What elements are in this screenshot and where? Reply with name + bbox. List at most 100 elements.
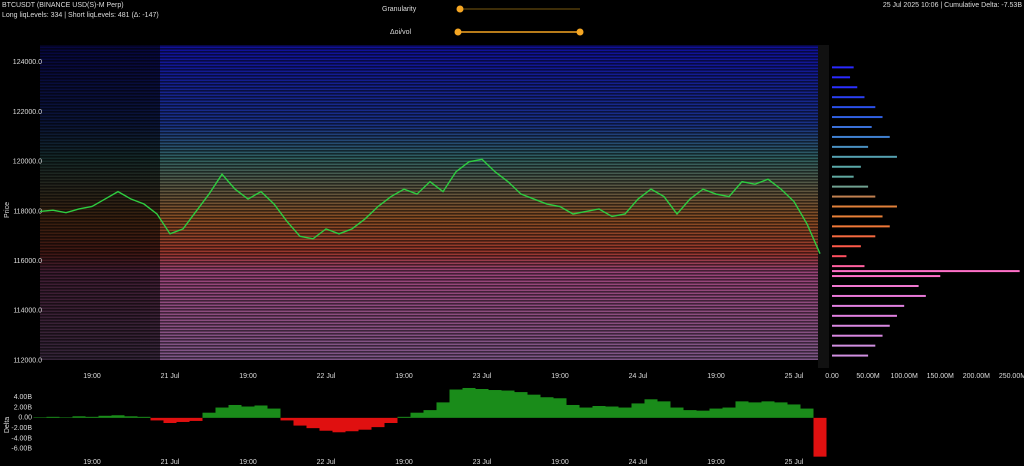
delta-bar (384, 417, 398, 423)
liquidation-bar (832, 270, 1020, 273)
delta-bar (33, 417, 47, 418)
x-tick-label: 24 Jul (629, 373, 648, 380)
delta-bar (605, 406, 619, 418)
liquidation-bar (832, 205, 897, 208)
y-tick-label: -4.00B (11, 435, 32, 442)
delta-bar (124, 416, 138, 418)
delta-axis-label: Delta (4, 417, 11, 433)
liquidation-bar (832, 106, 876, 109)
liquidation-bar (832, 96, 865, 99)
price-line (39, 158, 821, 254)
delta-bar (293, 417, 307, 426)
liquidation-bar (832, 215, 883, 218)
y-tick-label: 4.00B (14, 394, 33, 401)
symbol: BTCUSDT (BINANCE USD(S)-M Perp) (2, 2, 124, 9)
x-tick-label: 100.00M (891, 373, 918, 380)
delta-bar (670, 407, 684, 418)
delta-bar (267, 408, 281, 418)
x-tick-label: 19:00 (707, 459, 725, 466)
delta-bar (592, 406, 606, 418)
delta-bar (176, 417, 190, 422)
delta-bar (397, 416, 411, 418)
liquidation-bar (832, 135, 890, 138)
x-tick-label: 24 Jul (629, 459, 648, 466)
delta-bar (514, 392, 528, 418)
delta-bar (280, 417, 294, 421)
delta-bar (46, 416, 60, 418)
granularity-handle[interactable] (456, 5, 464, 13)
delta-bar (800, 408, 814, 418)
delta-bar (371, 417, 385, 428)
x-tick-label: 19:00 (707, 373, 725, 380)
delta-bar (254, 405, 268, 418)
oi-vol-handle-max[interactable] (576, 28, 584, 36)
liquidation-bar (832, 314, 897, 317)
liquidation-bar (832, 165, 861, 168)
liquidation-bar (832, 175, 854, 178)
liquidation-bar (832, 255, 847, 258)
delta-bar (228, 404, 242, 418)
delta-bar (631, 403, 645, 418)
delta-bar (813, 417, 827, 457)
liquidation-bar (832, 195, 876, 198)
liquidation-bar (832, 285, 919, 288)
delta-bar (657, 401, 671, 418)
delta-bar (137, 416, 151, 418)
x-tick-label: 23 Jul (473, 373, 492, 380)
oi-vol-label: Δoi/vol (390, 29, 411, 36)
delta-bar (579, 407, 593, 418)
delta-bar (488, 390, 502, 418)
x-tick-label: 150.00M (927, 373, 954, 380)
liquidation-bar (832, 235, 876, 238)
delta-bar (98, 415, 112, 418)
x-tick-label: 21 Jul (161, 459, 180, 466)
delta-bar (306, 417, 320, 429)
liquidation-bar (832, 185, 869, 188)
delta-bar (748, 402, 762, 418)
liquidation-bar (832, 354, 869, 357)
x-tick-label: 19:00 (551, 373, 569, 380)
x-tick-label: 19:00 (395, 459, 413, 466)
liquidation-bar (832, 225, 890, 228)
liquidation-bar (832, 155, 897, 158)
delta-bar (553, 398, 567, 418)
oi-vol-handle-min[interactable] (454, 28, 462, 36)
liquidation-bar (832, 334, 883, 337)
delta-bar (423, 410, 437, 418)
y-tick-label: 2.00B (14, 404, 33, 411)
x-tick-label: 22 Jul (317, 373, 336, 380)
liquidation-bar (832, 145, 869, 148)
y-tick-label: 0.00 (18, 415, 32, 422)
y-tick-label: 118000.0 (13, 208, 42, 215)
delta-bar (787, 404, 801, 418)
y-tick-label: -6.00B (11, 446, 32, 453)
y-tick-label: 122000.0 (13, 109, 42, 116)
delta-bar (527, 394, 541, 418)
delta-bar (644, 399, 658, 418)
separator (818, 45, 829, 368)
delta-bar (215, 407, 229, 418)
heat-texture (40, 45, 818, 360)
delta-bar (735, 401, 749, 418)
delta-bar (345, 417, 359, 432)
liquidation-bar (832, 125, 872, 128)
delta-bar (618, 407, 632, 418)
y-tick-label: 116000.0 (13, 258, 42, 265)
delta-bar (761, 401, 775, 418)
y-tick-label: 124000.0 (13, 59, 42, 66)
delta-bar (436, 402, 450, 418)
x-tick-label: 21 Jul (161, 373, 180, 380)
y-tick-label: 112000.0 (13, 357, 42, 364)
delta-bar (72, 416, 86, 418)
liquidation-bar (832, 86, 858, 89)
delta-bar (163, 417, 177, 423)
delta-bar (410, 412, 424, 418)
liquidation-bar (832, 275, 941, 278)
levels-summary: Long liqLevels: 334 | Short liqLevels: 4… (2, 12, 159, 19)
delta-bar (449, 389, 463, 418)
x-tick-label: 0.00 (825, 373, 839, 380)
delta-bar (150, 417, 164, 421)
liquidation-bar (832, 245, 861, 248)
x-tick-label: 19:00 (551, 459, 569, 466)
